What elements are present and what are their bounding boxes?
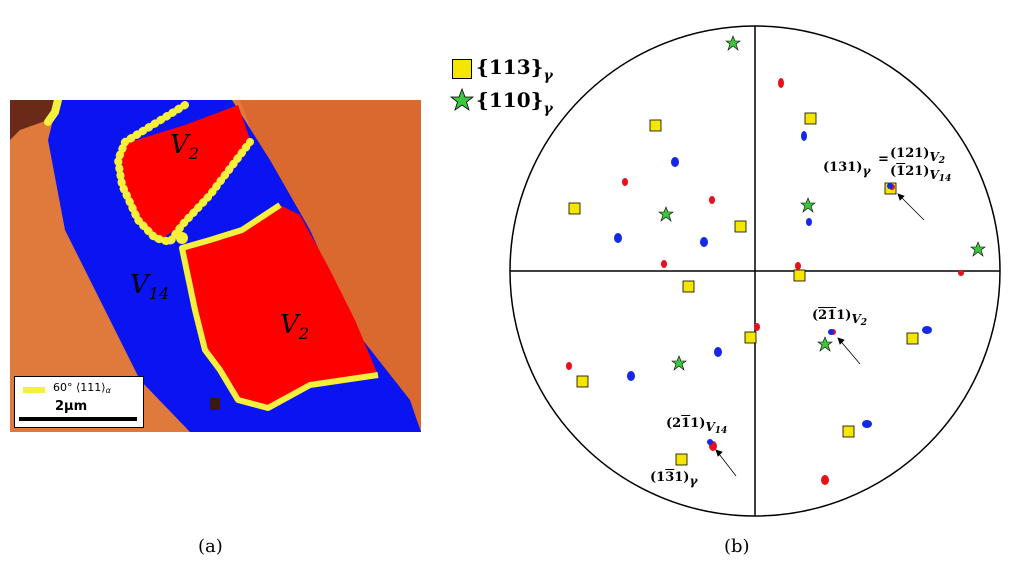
square-113-marker: [734, 220, 747, 233]
red-spot: [795, 262, 801, 270]
red-spot: [622, 178, 628, 186]
pole-figure: [509, 25, 1001, 517]
red-spot: [778, 78, 784, 88]
label-v2-lower: V2: [280, 310, 309, 343]
scale-bar: [19, 417, 137, 421]
annot-131-gamma: (131)γ: [650, 470, 698, 488]
blue-spot: [614, 233, 622, 243]
square-113-marker: [649, 119, 662, 132]
arrow-head: [715, 449, 723, 457]
square-113-marker: [744, 331, 757, 344]
dark-corner-region: [10, 100, 55, 140]
scale-legend-box: 60° ⟨111⟩α 2μm: [14, 376, 144, 428]
annot-eq: =: [878, 152, 889, 167]
star-icon: [450, 88, 474, 112]
blue-spot: [671, 157, 679, 167]
square-113-marker: [906, 332, 919, 345]
panel-a-label: (a): [198, 536, 223, 557]
square-113-marker: [793, 269, 806, 282]
annot-121-v2: (121)V2: [890, 146, 946, 166]
blue-spot: [627, 371, 635, 381]
panel-b-label: (b): [724, 536, 750, 557]
blue-spot: [707, 439, 713, 445]
blue-spot: [922, 326, 932, 334]
arrow-131: [897, 193, 925, 221]
red-spots: [566, 78, 964, 485]
star-110-marker: [725, 35, 741, 51]
square-113-marker: [842, 425, 855, 438]
label-v2-upper: V2: [170, 130, 199, 163]
blue-spot: [801, 131, 807, 141]
annot-121-v14: (121)V14: [890, 164, 952, 184]
panel-a-micrograph: V2 V14 V2 60° ⟨111⟩α 2μm: [10, 96, 421, 432]
red-spot: [821, 475, 829, 485]
star-110-marker: [658, 206, 674, 222]
stars-110: [658, 35, 986, 371]
star-110-marker: [970, 241, 986, 257]
ebsd-map: [10, 96, 421, 432]
square-113-marker: [576, 375, 589, 388]
arrow-head: [897, 193, 905, 201]
square-113-marker: [675, 453, 688, 466]
boundary-legend-text: 60° ⟨111⟩α: [53, 381, 111, 395]
blue-spot: [806, 218, 812, 226]
annot-211-v2: (211)V2: [812, 308, 868, 328]
star-110-marker: [817, 336, 833, 352]
red-spot: [566, 362, 572, 370]
boundary-junction: [176, 232, 188, 244]
boundary-v2-lower: [179, 202, 379, 411]
red-spot: [958, 270, 964, 276]
boundary-top-left: [44, 96, 62, 126]
annot-211-v14: (211)V14: [666, 416, 728, 436]
square-113-marker: [568, 202, 581, 215]
blue-spot: [887, 183, 893, 189]
star-110-marker: [671, 355, 687, 371]
blue-spot: [862, 420, 872, 428]
orange-grain-right: [240, 100, 421, 432]
red-v2-upper: [120, 105, 252, 240]
dark-spot: [210, 398, 220, 410]
star-110-marker: [800, 197, 816, 213]
boundary-legend-swatch: [23, 387, 45, 393]
boundary-v2-upper-fill: [115, 102, 252, 245]
annotation-arrows: [715, 193, 925, 477]
red-spot: [754, 323, 760, 331]
square-icon: [452, 59, 472, 79]
square-113-marker: [682, 280, 695, 293]
blue-spot: [700, 237, 708, 247]
annot-131: (131)γ: [823, 160, 871, 178]
blue-spot: [714, 347, 722, 357]
label-v14: V14: [130, 270, 170, 303]
scale-label: 2μm: [55, 399, 88, 414]
red-spot: [661, 260, 667, 268]
red-spot: [709, 196, 715, 204]
arrow-head: [837, 337, 845, 345]
red-v2-lower: [182, 205, 378, 408]
blue-spot: [828, 329, 834, 335]
square-113-marker: [804, 112, 817, 125]
blue-spots: [614, 131, 932, 445]
